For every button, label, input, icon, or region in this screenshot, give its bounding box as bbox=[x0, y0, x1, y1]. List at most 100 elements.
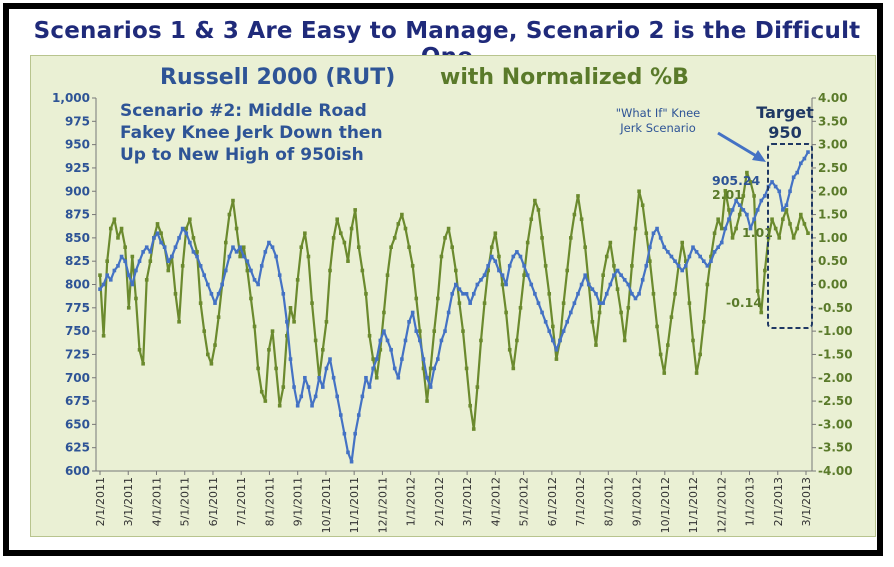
rut-point bbox=[274, 254, 278, 259]
label-905: 905.24 bbox=[712, 173, 761, 188]
rut-point bbox=[238, 245, 242, 249]
pctb-point bbox=[155, 222, 160, 226]
rut-point bbox=[551, 338, 555, 343]
pctb-point bbox=[382, 310, 386, 315]
pctb-point bbox=[698, 352, 702, 357]
pctb-point bbox=[126, 306, 131, 310]
rut-point bbox=[453, 282, 458, 287]
scenario-text-bg bbox=[113, 97, 403, 169]
pctb-point bbox=[285, 333, 289, 338]
pctb-point bbox=[486, 268, 490, 273]
pctb-point bbox=[777, 236, 782, 240]
pctb-point bbox=[482, 301, 487, 305]
rut-point bbox=[497, 268, 501, 273]
y-left-tick-label: 875 bbox=[65, 208, 90, 222]
rut-point bbox=[432, 366, 437, 371]
y-left-tick-label: 775 bbox=[65, 301, 90, 315]
pctb-point bbox=[425, 399, 429, 403]
x-tick-label: 10/1/2012 bbox=[659, 477, 672, 533]
pctb-point bbox=[658, 352, 663, 357]
rut-point bbox=[123, 259, 127, 263]
pctb-point bbox=[748, 180, 753, 184]
pctb-point bbox=[249, 296, 253, 301]
rut-point bbox=[450, 292, 455, 296]
rut-point bbox=[245, 259, 250, 263]
rut-point bbox=[206, 282, 210, 287]
pctb-series bbox=[98, 170, 810, 431]
x-tick-label: 6/1/2011 bbox=[207, 477, 220, 526]
pctb-point bbox=[554, 357, 559, 361]
rut-series bbox=[98, 150, 810, 464]
rut-point bbox=[353, 431, 357, 436]
rut-point bbox=[396, 375, 401, 380]
pctb-point bbox=[407, 245, 411, 249]
pctb-point bbox=[633, 226, 638, 231]
pctb-point bbox=[414, 296, 419, 301]
rut-point bbox=[105, 273, 109, 277]
chart-title-part2: with Normalized %B bbox=[440, 65, 689, 90]
pctb-point bbox=[98, 273, 102, 277]
pctb-point bbox=[669, 315, 674, 319]
pctb-point bbox=[141, 361, 145, 366]
rut-point bbox=[241, 254, 246, 259]
pctb-point bbox=[385, 273, 390, 277]
pctb-point bbox=[489, 245, 494, 249]
rut-point bbox=[799, 161, 803, 166]
rut-point bbox=[324, 366, 329, 371]
pctb-point bbox=[594, 343, 598, 347]
pctb-point bbox=[788, 222, 792, 226]
y-right-tick-label: 3.00 bbox=[818, 138, 848, 152]
pctb-point bbox=[497, 254, 501, 259]
rut-point bbox=[321, 385, 325, 389]
pctb-point bbox=[310, 301, 314, 305]
rut-point bbox=[141, 250, 145, 254]
rut-point bbox=[371, 366, 375, 371]
pctb-point bbox=[292, 320, 296, 324]
rut-point bbox=[543, 320, 548, 324]
pctb-point bbox=[238, 254, 242, 259]
rut-point bbox=[565, 320, 570, 324]
rut-point bbox=[277, 273, 282, 277]
x-tick-label: 9/1/2012 bbox=[631, 477, 644, 526]
x-tick-label: 7/1/2011 bbox=[235, 477, 248, 526]
y-right-tick-label: -1.50 bbox=[818, 347, 853, 361]
pctb-point bbox=[773, 226, 778, 231]
pctb-point bbox=[561, 301, 566, 305]
rut-point bbox=[468, 301, 472, 305]
pctb-point bbox=[241, 245, 246, 249]
rut-point bbox=[705, 264, 710, 268]
rut-point bbox=[403, 338, 408, 343]
pctb-point bbox=[464, 366, 469, 371]
pctb-point bbox=[180, 264, 185, 268]
pctb-point bbox=[202, 329, 207, 333]
rut-point bbox=[267, 240, 271, 245]
y-right-tick-label: 3.50 bbox=[818, 114, 848, 128]
what-if-text-line: "What If" Knee bbox=[616, 106, 701, 120]
rut-point bbox=[518, 254, 523, 259]
rut-point bbox=[223, 268, 228, 273]
rut-point bbox=[263, 250, 268, 254]
rut-point bbox=[511, 254, 516, 259]
x-tick-label: 2/1/2013 bbox=[772, 477, 785, 526]
rut-point bbox=[615, 268, 620, 273]
y-left-tick-label: 1,000 bbox=[52, 91, 90, 105]
rut-point bbox=[795, 170, 800, 175]
label-201: 2.01 bbox=[712, 187, 743, 202]
rut-point bbox=[349, 459, 354, 464]
rut-point bbox=[436, 357, 440, 361]
x-tick-label: 9/1/2011 bbox=[292, 477, 305, 526]
y-right-tick-label: -2.50 bbox=[818, 394, 853, 408]
rut-point bbox=[529, 282, 534, 287]
pctb-point bbox=[270, 329, 275, 333]
x-tick-label: 5/1/2011 bbox=[179, 477, 192, 526]
pctb-point bbox=[428, 366, 433, 371]
rut-point bbox=[781, 208, 785, 212]
pctb-point bbox=[547, 292, 552, 296]
rut-point bbox=[148, 250, 153, 254]
rut-point bbox=[184, 231, 189, 236]
rut-point bbox=[773, 184, 778, 189]
pctb-point bbox=[601, 273, 605, 277]
pctb-point bbox=[256, 366, 260, 371]
pctb-point bbox=[436, 296, 440, 301]
y-right-tick-label: 2.50 bbox=[818, 161, 848, 175]
